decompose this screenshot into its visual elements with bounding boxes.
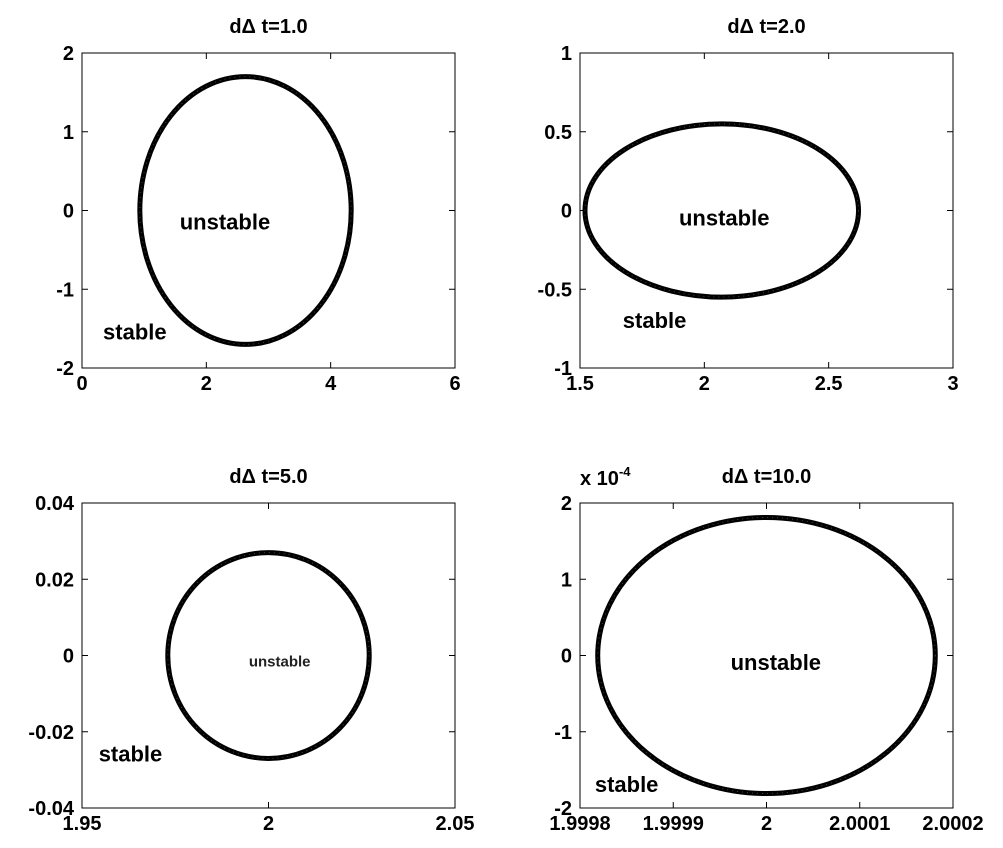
annotation-unstable: unstable [679,205,769,230]
x-tick-label: 2.0001 [829,813,890,835]
y-tick-label: -2 [56,358,74,380]
y-axis-multiplier-exponent: -4 [619,464,631,479]
y-axis-multiplier: x 10-4 [580,464,631,490]
boundary-curve-markers [139,76,352,345]
x-tick-label: 2 [699,373,710,395]
x-tick-label: 6 [449,373,460,395]
y-tick-label: -2 [554,798,572,820]
y-tick-label: 0 [561,201,572,223]
y-tick-label: 2 [63,43,74,65]
annotation-stable: stable [595,772,659,797]
y-tick-label: 0.02 [35,569,74,591]
axes-frame [579,502,954,809]
plot-title: dΔ t=1.0 [229,16,307,38]
subplot-3: 1.95 2 2.05 -0.04 -0.02 0 0.02 0.04 dΔ t=5.0 unst… [28,466,474,835]
annotation-unstable: unstable [249,653,311,670]
y-tick-label: 0 [63,646,74,668]
y-tick-label: -1 [56,279,74,301]
y-tick-label: -1 [554,722,572,744]
x-tick-label: 2 [201,373,212,395]
x-tick-label: 3 [947,373,958,395]
y-tick-label: 1 [561,43,572,65]
x-tick-label: 4 [325,373,337,395]
x-tick-label: 2 [263,813,274,835]
x-tick-label: 1.9999 [643,813,704,835]
subplot-4: 1.9998 1.9999 2 2.0001 2.0002 -2 -1 0 1 2 dΔ t=10.… [549,464,983,835]
subplot-2: 1.5 2 2.5 3 -1 -0.5 0 0.5 1 dΔ t=2.0 unstable stabl… [538,16,959,395]
boundary-curve-markers [597,516,936,795]
y-tick-label: 2 [561,493,572,515]
x-tick-label: 1.5 [566,373,594,395]
x-tick-label: 2.5 [815,373,843,395]
plot-title: dΔ t=5.0 [229,466,307,488]
annotation-unstable: unstable [180,209,270,234]
y-tick-label: -1 [554,358,572,380]
y-tick-label: 0 [561,646,572,668]
annotation-unstable: unstable [731,650,821,675]
y-tick-label: 0 [63,201,74,223]
x-tick-label: 2.0002 [922,813,983,835]
boundary-curve-markers [167,552,370,759]
plot-title: dΔ t=2.0 [727,16,805,38]
y-tick-label: -0.04 [28,798,74,820]
y-tick-label: 1 [561,569,572,591]
y-axis-multiplier-base: x 10 [580,468,619,490]
annotation-stable: stable [99,742,163,767]
axes-frame [81,52,456,369]
annotation-stable: stable [623,308,687,333]
y-tick-label: 0.04 [35,493,75,515]
x-tick-label: 2.05 [436,813,475,835]
x-tick-label: 0 [76,373,87,395]
axes-frame [579,52,954,369]
plot-title: dΔ t=10.0 [722,466,811,488]
x-tick-label: 2 [761,813,772,835]
y-tick-label: -0.02 [28,722,74,744]
y-tick-label: 0.5 [544,122,572,144]
x-tick-label: 1.95 [63,813,102,835]
annotation-stable: stable [103,320,167,345]
subplot-1: 0 2 4 6 -2 -1 0 1 2 dΔ t=1.0 unstable stable [56,16,460,395]
y-tick-label: -0.5 [538,279,572,301]
boundary-curve-markers [584,123,860,298]
y-tick-label: 1 [63,122,74,144]
x-tick-label: 1.9998 [549,813,610,835]
